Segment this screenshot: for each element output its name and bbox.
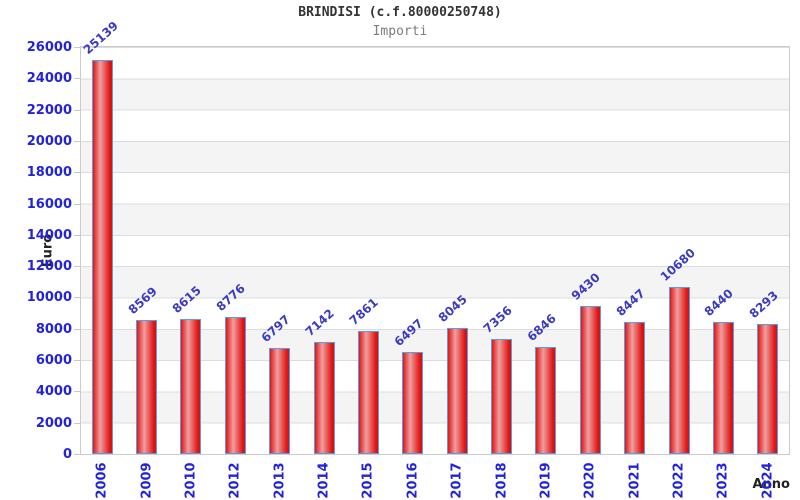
y-tick-mark	[74, 203, 80, 205]
x-tick-label: 2017	[449, 462, 465, 499]
bar	[136, 319, 158, 454]
y-tick-mark	[74, 422, 80, 424]
bar	[313, 342, 335, 454]
y-tick-label: 6000	[35, 353, 72, 369]
y-tick-label: 4000	[35, 384, 72, 400]
bar	[491, 338, 513, 454]
y-tick-label: 22000	[26, 102, 72, 118]
chart-title: BRINDISI (c.f.80000250748)	[298, 5, 502, 20]
bar	[668, 286, 690, 454]
y-tick-mark	[74, 360, 80, 362]
y-tick-label: 26000	[26, 40, 72, 55]
x-tick-label: 2023	[715, 462, 731, 499]
bar	[712, 321, 734, 454]
y-tick-mark	[74, 328, 80, 330]
x-tick-label: 2006	[94, 462, 110, 499]
bar	[624, 321, 646, 454]
bar	[402, 352, 424, 454]
y-tick-label: 24000	[26, 71, 72, 87]
y-tick-label: 10000	[26, 290, 72, 306]
y-tick-label: 14000	[26, 227, 72, 243]
x-tick-label: 2019	[538, 462, 554, 499]
bar	[224, 316, 246, 454]
bar	[357, 330, 379, 454]
y-tick-mark	[74, 234, 80, 236]
x-tick-label: 2009	[139, 462, 155, 499]
x-tick-label: 2022	[671, 462, 687, 499]
bar	[180, 319, 202, 454]
y-tick-label: 16000	[26, 196, 72, 212]
bar	[269, 347, 291, 454]
y-tick-label: 2000	[35, 415, 72, 431]
bar	[757, 324, 779, 454]
y-tick-mark	[74, 391, 80, 393]
x-tick-label: 2021	[627, 462, 643, 499]
x-tick-label: 2015	[360, 462, 376, 499]
y-tick-mark	[74, 47, 80, 48]
y-tick-mark	[74, 454, 80, 455]
y-tick-mark	[74, 78, 80, 80]
y-tick-mark	[74, 172, 80, 174]
y-tick-label: 8000	[35, 321, 72, 337]
y-tick-label: 20000	[26, 133, 72, 149]
x-tick-label: 2010	[183, 462, 199, 499]
bar	[446, 328, 468, 454]
y-tick-label: 0	[62, 447, 72, 462]
x-tick-label: 2016	[405, 462, 421, 499]
x-tick-label: 2018	[494, 462, 510, 499]
x-tick-label: 2024	[760, 462, 776, 499]
x-tick-label: 2013	[272, 462, 288, 499]
x-axis-title: Anno	[752, 477, 790, 492]
y-tick-mark	[74, 109, 80, 111]
chart-subtitle: Importi	[372, 24, 428, 39]
y-tick-label: 12000	[26, 259, 72, 275]
y-tick-label: 18000	[26, 165, 72, 181]
y-tick-mark	[74, 297, 80, 299]
y-tick-mark	[74, 140, 80, 142]
x-tick-label: 2012	[227, 462, 243, 499]
bar	[579, 306, 601, 454]
bar	[535, 346, 557, 454]
bar	[91, 60, 113, 454]
x-tick-label: 2014	[316, 462, 332, 499]
y-tick-mark	[74, 266, 80, 268]
x-tick-label: 2020	[582, 462, 598, 499]
